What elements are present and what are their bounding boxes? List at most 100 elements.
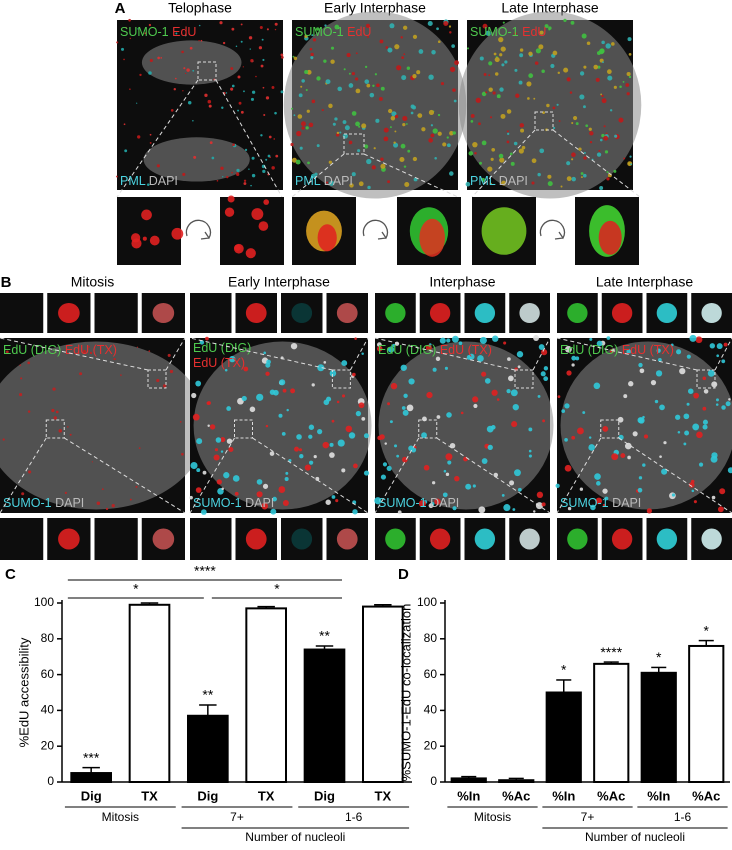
focus (355, 410, 362, 417)
focus (363, 470, 370, 476)
nucleus (143, 137, 250, 182)
image-label: SUMO-1 DAPI (3, 496, 84, 510)
focus (514, 68, 518, 72)
focus (552, 50, 558, 56)
focus (428, 74, 434, 80)
focus (129, 498, 132, 501)
focus (589, 131, 594, 136)
y-tick-label: 20 (424, 738, 438, 752)
focus (489, 182, 492, 185)
overlay-label: SUMO-1 (378, 496, 427, 510)
focus (321, 109, 324, 112)
focus (141, 209, 152, 221)
focus (300, 121, 306, 127)
focus (491, 147, 496, 152)
focus (345, 425, 353, 433)
x-axis-label: Number of nucleoli (245, 830, 345, 844)
focus (293, 114, 296, 117)
focus (335, 133, 340, 137)
focus (393, 141, 396, 144)
zoom-line (436, 437, 551, 514)
focus (307, 161, 310, 165)
micrograph (555, 334, 732, 514)
focus (309, 460, 314, 465)
focus (499, 53, 503, 57)
focus (499, 157, 505, 163)
blob (429, 303, 451, 323)
focus (293, 446, 300, 452)
focus (580, 172, 584, 176)
focus (343, 68, 346, 71)
focus (643, 434, 649, 439)
zoom-line (714, 337, 732, 371)
focus (659, 455, 662, 459)
focus (509, 480, 515, 486)
focus (692, 423, 700, 431)
focus (113, 357, 116, 361)
focus (220, 436, 226, 443)
focus (5, 350, 9, 354)
micrograph (94, 293, 138, 333)
blob (474, 303, 496, 323)
y-tick-label: 40 (41, 703, 55, 717)
focus (192, 69, 195, 72)
focus (139, 73, 142, 77)
focus (400, 364, 407, 371)
focus (628, 381, 634, 387)
focus (19, 364, 21, 366)
focus (316, 76, 321, 81)
focus (293, 56, 298, 61)
focus (365, 23, 371, 28)
focus (250, 184, 252, 187)
focus (352, 372, 356, 377)
focus (265, 158, 268, 161)
focus (355, 52, 358, 55)
focus (291, 157, 297, 163)
focus (527, 97, 530, 100)
focus (354, 337, 357, 340)
micrograph (374, 335, 554, 515)
focus (552, 106, 556, 110)
micrograph (575, 197, 639, 265)
focus (721, 405, 726, 410)
x-tick-label: %In (647, 788, 670, 803)
focus (271, 166, 275, 170)
focus (55, 410, 59, 414)
focus (274, 28, 277, 31)
bar (70, 772, 113, 783)
focus (27, 361, 31, 365)
focus (688, 482, 695, 488)
focus (324, 24, 327, 27)
focus (245, 248, 256, 259)
focus (374, 73, 378, 76)
focus (519, 53, 524, 58)
significance: ** (319, 628, 330, 644)
focus (686, 354, 691, 359)
focus (564, 464, 572, 472)
focus (499, 87, 504, 92)
focus (468, 151, 474, 156)
focus (361, 123, 367, 129)
focus (262, 58, 265, 62)
focus (544, 24, 549, 29)
focus (364, 144, 369, 149)
focus (442, 492, 448, 498)
focus (336, 400, 340, 404)
blob (611, 303, 633, 323)
focus (336, 131, 340, 135)
focus (120, 374, 122, 376)
focus (142, 236, 147, 241)
focus (405, 123, 408, 125)
focus (2, 438, 5, 441)
focus (311, 34, 314, 37)
overlay-label: PML (295, 174, 321, 188)
focus (589, 140, 593, 144)
blob (152, 528, 175, 550)
y-tick-label: 80 (424, 631, 438, 645)
focus (222, 176, 224, 178)
focus (403, 53, 406, 56)
focus (196, 438, 203, 445)
focus (512, 403, 519, 411)
focus (569, 91, 573, 94)
focus (418, 49, 424, 54)
